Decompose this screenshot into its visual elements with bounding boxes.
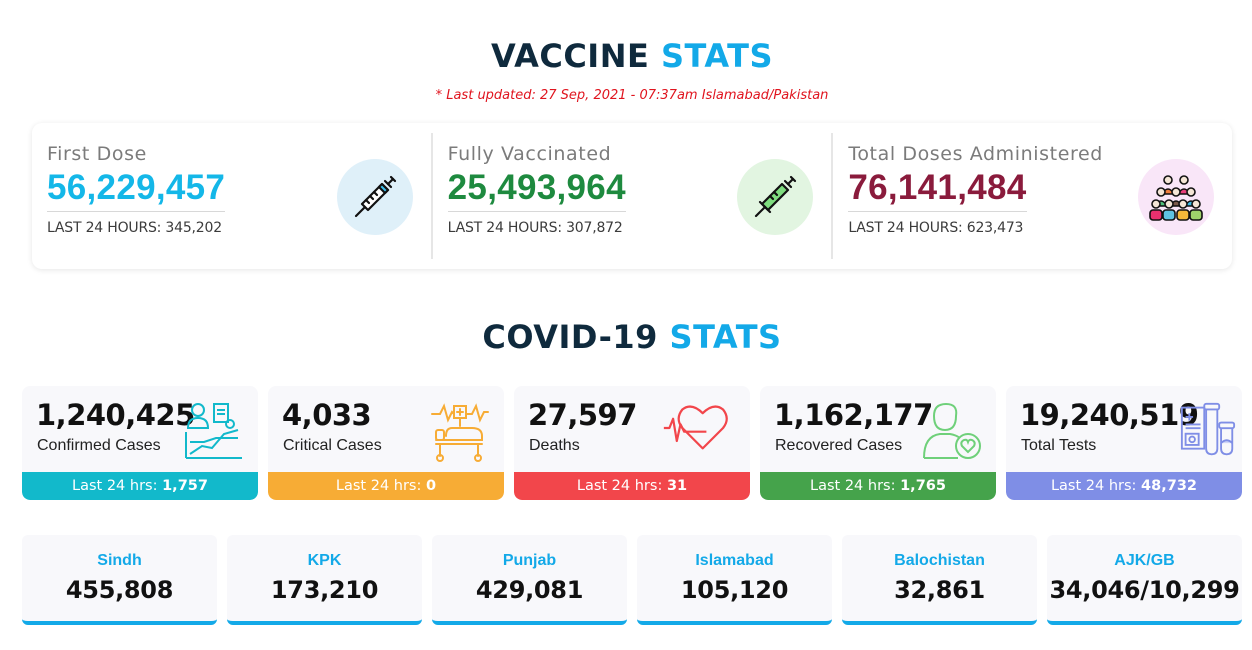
covid-card-recovered: 1,162,177 Recovered Cases Last 24 hrs: 1… <box>760 386 996 500</box>
card-value: 4,033 <box>282 398 372 432</box>
title-dark-part: VACCINE <box>490 37 650 75</box>
crowd-icon <box>1138 159 1215 235</box>
province-card-punjab: Punjab 429,081 <box>432 535 627 625</box>
last-24-bar: Last 24 hrs: 0 <box>268 472 504 500</box>
card-value: 25,493,964 <box>447 169 626 212</box>
syringe-blue-icon <box>336 159 413 235</box>
bar-prefix: Last 24 hrs: <box>72 478 163 494</box>
title-accent-part: STATS <box>669 318 782 356</box>
province-value: 429,081 <box>475 576 584 604</box>
covid-card-deaths: 27,597 Deaths Last 24 hrs: 31 <box>514 386 750 500</box>
province-name: Punjab <box>502 552 557 569</box>
covid-stats-title: COVID-19 STATS <box>0 318 1252 356</box>
card-label: Total Doses Administered <box>848 143 1103 165</box>
province-value: 105,120 <box>680 576 789 604</box>
province-value: 32,861 <box>894 576 985 604</box>
province-name: Balochistan <box>894 552 985 569</box>
province-value: 455,808 <box>65 576 174 604</box>
last-24-bar: Last 24 hrs: 48,732 <box>1006 472 1242 500</box>
card-value: 76,141,484 <box>848 169 1027 212</box>
bar-value: 48,732 <box>1141 478 1198 494</box>
card-value: 1,240,425 <box>36 398 195 432</box>
card-label: Confirmed Cases <box>37 437 161 454</box>
data-analyst-icon <box>185 403 242 459</box>
heartbeat-icon <box>663 405 728 450</box>
vaccine-stats-title: VACCINE STATS <box>0 37 1252 75</box>
syringe-green-icon <box>737 159 814 235</box>
province-card-balochistan: Balochistan 32,861 <box>842 535 1037 625</box>
vaccine-card-first-dose: First Dose 56,229,457 LAST 24 HOURS: 345… <box>32 123 431 269</box>
title-accent-part: STATS <box>660 37 774 75</box>
card-value: 27,597 <box>528 398 637 432</box>
province-name: Sindh <box>97 552 142 569</box>
title-dark-part: COVID-19 <box>482 318 658 356</box>
bar-prefix: Last 24 hrs: <box>576 478 667 494</box>
last-24-bar: Last 24 hrs: 31 <box>514 472 750 500</box>
province-name: KPK <box>307 552 342 569</box>
card-last-24: LAST 24 HOURS: 307,872 <box>447 220 623 236</box>
card-last-24: LAST 24 HOURS: 623,473 <box>848 220 1024 236</box>
card-label: Fully Vaccinated <box>447 143 612 165</box>
province-card-kpk: KPK 173,210 <box>227 535 422 625</box>
bar-value: 1,765 <box>900 478 946 494</box>
province-value: 34,046/10,299 <box>1049 576 1240 604</box>
covid-cards-row: 1,240,425 Confirmed Cases Last 24 hrs: 1… <box>22 386 1242 500</box>
bar-value: 0 <box>425 478 437 494</box>
card-last-24: LAST 24 HOURS: 345,202 <box>47 220 222 236</box>
province-card-sindh: Sindh 455,808 <box>22 535 217 625</box>
test-tubes-icon <box>1180 402 1236 456</box>
card-label: First Dose <box>47 143 147 165</box>
bar-prefix: Last 24 hrs: <box>1050 478 1142 494</box>
card-value: 1,162,177 <box>774 398 933 432</box>
province-cards-row: Sindh 455,808 KPK 173,210 Punjab 429,081… <box>22 535 1242 625</box>
bar-prefix: Last 24 hrs: <box>810 478 901 494</box>
province-card-ajk-gb: AJK/GB 34,046/10,299 <box>1047 535 1242 625</box>
card-value: 56,229,457 <box>47 169 226 212</box>
last-updated-text: * Last updated: 27 Sep, 2021 - 07:37am I… <box>435 88 829 103</box>
recovered-person-icon <box>923 402 981 459</box>
province-name: AJK/GB <box>1114 552 1175 569</box>
card-value: 19,240,519 <box>1020 398 1199 432</box>
bar-value: 1,757 <box>162 478 208 494</box>
bar-prefix: Last 24 hrs: <box>335 478 426 494</box>
covid-card-tests: 19,240,519 Total Tests Last 24 hrs: 48,7… <box>1006 386 1242 500</box>
card-label: Total Tests <box>1021 437 1097 454</box>
province-value: 173,210 <box>270 576 379 604</box>
province-name: Islamabad <box>695 552 774 569</box>
bar-value: 31 <box>666 478 688 494</box>
hospital-bed-icon <box>431 403 489 462</box>
covid-card-critical: 4,033 Critical Cases Last 24 hrs: 0 <box>268 386 504 500</box>
covid-card-confirmed: 1,240,425 Confirmed Cases Last 24 hrs: 1… <box>22 386 258 500</box>
last-24-bar: Last 24 hrs: 1,765 <box>760 472 996 500</box>
card-label: Critical Cases <box>283 437 382 454</box>
last-24-bar: Last 24 hrs: 1,757 <box>22 472 258 500</box>
vaccine-panel: First Dose 56,229,457 LAST 24 HOURS: 345… <box>32 123 1232 269</box>
card-label: Deaths <box>529 437 580 454</box>
card-label: Recovered Cases <box>775 437 903 454</box>
vaccine-card-total-doses: Total Doses Administered 76,141,484 LAST… <box>831 133 1232 259</box>
vaccine-card-fully-vaccinated: Fully Vaccinated 25,493,964 LAST 24 HOUR… <box>430 133 832 259</box>
province-card-islamabad: Islamabad 105,120 <box>637 535 832 625</box>
